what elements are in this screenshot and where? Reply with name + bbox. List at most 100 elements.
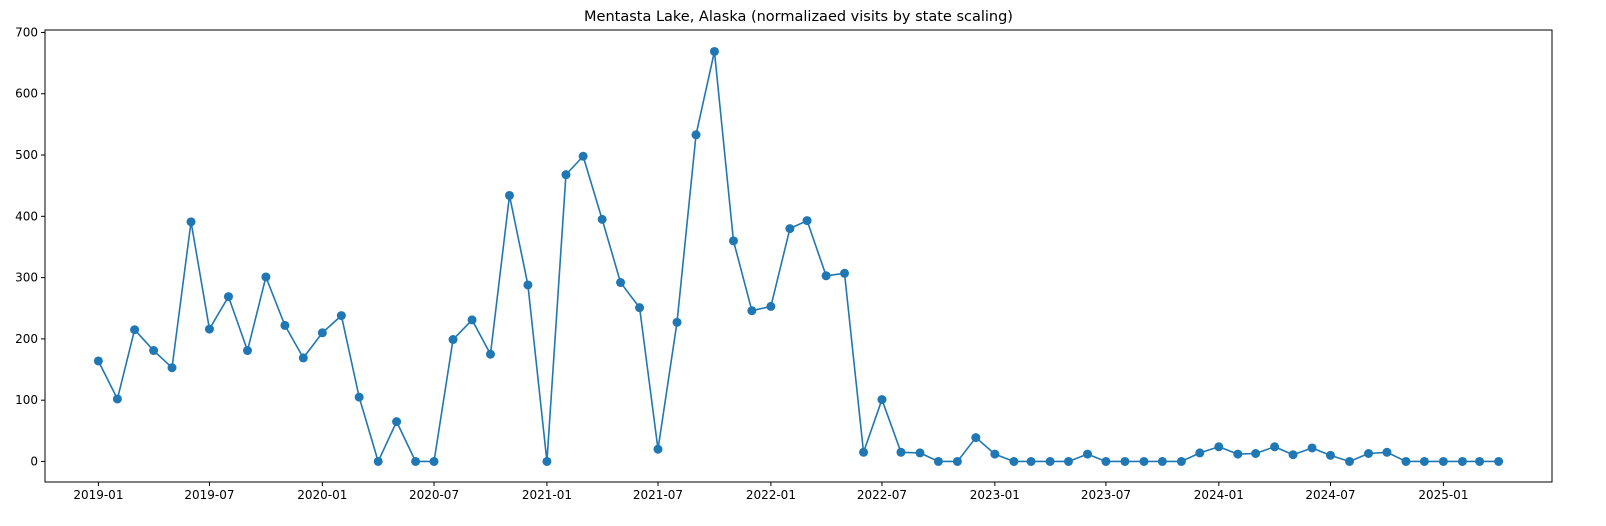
y-tick-label: 400 — [15, 209, 38, 223]
data-point — [1176, 456, 1186, 466]
series-polyline — [97, 50, 1499, 463]
data-point — [1307, 443, 1317, 453]
data-point — [1009, 456, 1019, 466]
data-point — [653, 444, 663, 454]
x-tick-label: 2022-07 — [857, 488, 907, 502]
y-tick-label: 0 — [30, 454, 38, 468]
data-point — [990, 449, 1000, 459]
y-tick-label: 100 — [15, 393, 38, 407]
data-point — [635, 303, 645, 313]
data-point — [186, 217, 196, 227]
data-point — [112, 394, 122, 404]
x-tick-label: 2021-07 — [633, 488, 683, 502]
data-point — [411, 456, 421, 466]
chart-title: Mentasta Lake, Alaska (normalizaed visit… — [584, 9, 1013, 25]
y-tick-label: 500 — [15, 148, 38, 162]
data-point — [204, 324, 214, 334]
data-point — [691, 130, 701, 140]
data-point — [542, 456, 552, 466]
data-point — [672, 317, 682, 327]
data-point — [785, 224, 795, 234]
data-point — [1345, 456, 1355, 466]
x-tick-label: 2019-07 — [184, 488, 234, 502]
data-point — [448, 335, 458, 345]
data-point — [504, 190, 514, 200]
data-point — [1195, 448, 1205, 458]
data-point — [561, 170, 571, 180]
data-point — [1026, 456, 1036, 466]
data-point — [1045, 456, 1055, 466]
data-point — [915, 448, 925, 458]
data-point — [467, 315, 477, 325]
y-tick-label: 300 — [15, 271, 38, 285]
data-point — [1270, 442, 1280, 452]
data-point — [373, 456, 383, 466]
data-point — [429, 456, 439, 466]
data-point — [261, 272, 271, 282]
data-point — [709, 46, 719, 56]
data-point — [523, 280, 533, 290]
data-point — [1063, 456, 1073, 466]
data-point — [1233, 449, 1243, 459]
data-point — [1101, 456, 1111, 466]
data-point — [392, 417, 402, 427]
data-point — [952, 456, 962, 466]
data-point — [1438, 456, 1448, 466]
data-point — [578, 151, 588, 161]
y-axis: 0 100 200 300 400 500 600 700 — [15, 25, 45, 468]
data-point — [298, 353, 308, 363]
data-point — [1494, 456, 1504, 466]
data-point — [1083, 449, 1093, 459]
data-points — [93, 46, 1504, 466]
x-tick-label: 2021-01 — [522, 488, 572, 502]
y-tick-label: 600 — [15, 87, 38, 101]
data-point — [93, 356, 103, 366]
data-point — [933, 456, 943, 466]
x-axis: 2019-01 2019-07 2020-01 2020-07 2021-01 2021-… — [73, 482, 1468, 502]
data-point — [223, 292, 233, 302]
data-point — [1120, 456, 1130, 466]
data-point — [1364, 449, 1374, 458]
data-point — [1401, 456, 1411, 466]
x-tick-label: 2024-07 — [1305, 488, 1355, 502]
data-point — [1139, 456, 1149, 466]
y-tick-label: 700 — [15, 25, 38, 39]
data-point — [1475, 456, 1485, 466]
x-tick-label: 2024-01 — [1194, 488, 1244, 502]
data-point — [242, 346, 252, 356]
data-point — [821, 271, 831, 281]
data-point — [336, 311, 346, 321]
data-point — [728, 236, 738, 246]
data-point — [1325, 450, 1335, 460]
data-point — [597, 214, 607, 224]
data-point — [167, 363, 177, 373]
data-point — [802, 216, 812, 226]
y-tick-label: 200 — [15, 332, 38, 346]
x-tick-label: 2020-07 — [409, 488, 459, 502]
plot-frame — [44, 29, 1553, 483]
data-point — [1214, 442, 1224, 452]
x-tick-label: 2020-01 — [297, 488, 347, 502]
data-point — [896, 447, 906, 457]
data-point — [747, 306, 757, 316]
data-point — [1288, 450, 1298, 460]
data-point — [1251, 449, 1261, 458]
data-point — [1419, 456, 1429, 466]
data-point — [280, 320, 290, 330]
data-point — [859, 447, 869, 457]
x-tick-label: 2019-01 — [73, 488, 123, 502]
x-tick-label: 2022-01 — [746, 488, 796, 502]
data-point — [485, 349, 495, 359]
x-tick-label: 2025-01 — [1418, 488, 1468, 502]
data-point — [1382, 447, 1392, 457]
series-line — [97, 50, 1499, 463]
data-point — [766, 301, 776, 311]
data-point — [616, 278, 626, 288]
x-tick-label: 2023-01 — [970, 488, 1020, 502]
data-point — [1157, 456, 1167, 466]
data-point — [130, 325, 140, 335]
data-point — [317, 328, 327, 338]
x-tick-label: 2023-07 — [1081, 488, 1131, 502]
data-point — [971, 433, 981, 443]
